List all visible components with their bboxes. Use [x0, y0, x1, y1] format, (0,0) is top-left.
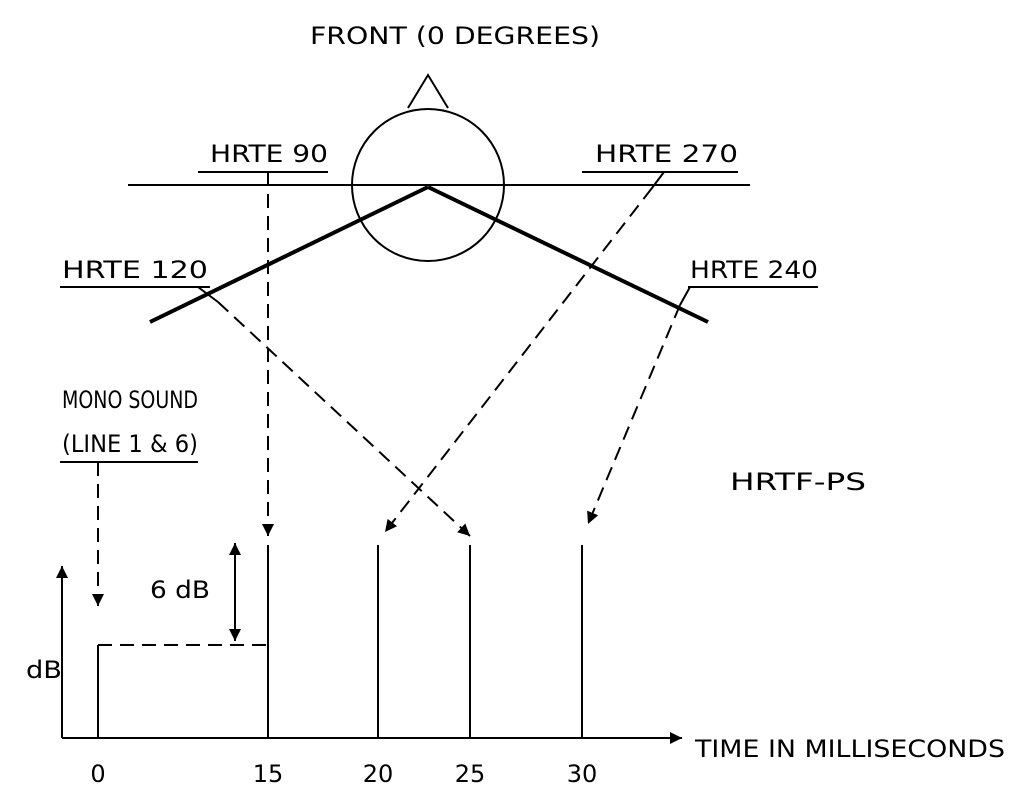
tick-label: 25	[455, 760, 486, 786]
axis-label: TIME IN MILLISECONDS	[694, 735, 1005, 763]
head	[128, 73, 750, 324]
tick-label: 20	[363, 760, 394, 786]
label: MONO SOUND	[62, 386, 198, 414]
axis-label: dB	[26, 656, 62, 684]
tick-label: 15	[253, 760, 284, 786]
leaders	[92, 171, 691, 606]
label: HRTE 270	[595, 140, 738, 168]
title: FRONT (0 DEGREES)	[310, 22, 600, 50]
label: HRTF-PS	[730, 468, 866, 496]
plot	[56, 543, 682, 744]
label: 6 dB	[150, 576, 210, 604]
tick-label: 30	[567, 760, 598, 786]
x-ticks: 0 15 20 25 30	[90, 760, 597, 786]
label: HRTE 240	[690, 256, 818, 284]
label: HRTE 120	[62, 256, 208, 284]
label: HRTE 90	[210, 140, 328, 168]
label: (LINE 1 & 6)	[62, 430, 198, 458]
tick-label: 0	[90, 760, 105, 786]
